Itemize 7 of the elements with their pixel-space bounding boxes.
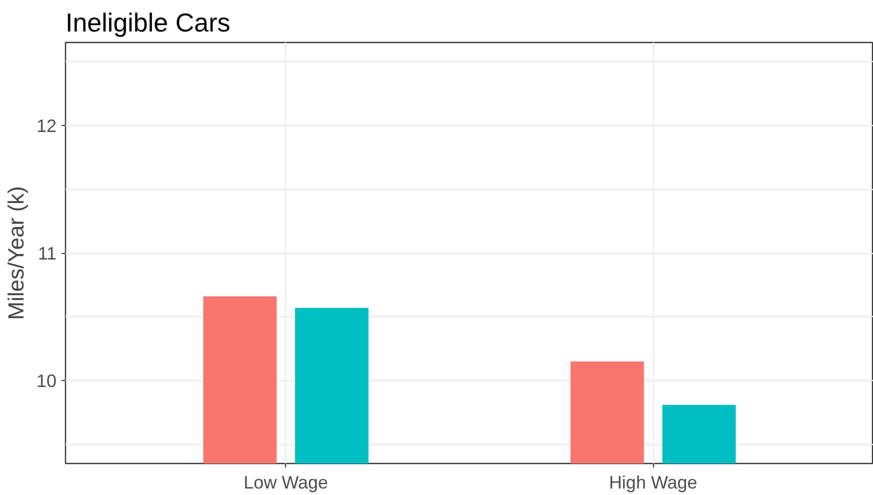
y-tick-label: 10 bbox=[36, 371, 57, 392]
y-axis-title: Miles/Year (k) bbox=[3, 186, 28, 320]
y-tick-label: 11 bbox=[38, 244, 56, 264]
x-tick-label: Low Wage bbox=[244, 472, 328, 492]
chart-title: Ineligible Cars bbox=[66, 8, 230, 38]
x-tick-label: High Wage bbox=[608, 472, 698, 492]
y-tick-label: 12 bbox=[36, 116, 57, 136]
